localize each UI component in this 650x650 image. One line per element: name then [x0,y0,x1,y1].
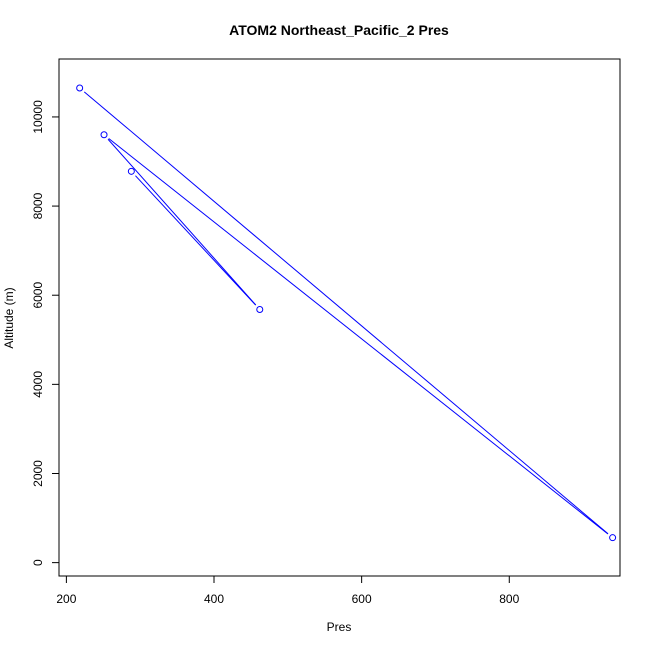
series-segment [83,91,609,535]
data-point [76,84,84,92]
series-segment [108,138,609,535]
data-point [256,305,264,313]
x-axis: 200 400 600 800 [56,575,520,606]
x-tick-label: 400 [204,592,224,606]
y-tick-label: 4000 [31,371,45,398]
y-tick-label: 2000 [31,460,45,487]
x-tick-label: 600 [352,592,372,606]
y-axis: 0 2000 4000 6000 8000 10000 [31,100,60,566]
data-point [100,131,108,139]
y-tick-label: 0 [31,559,45,566]
data-point [127,167,135,175]
data-point [609,534,617,542]
chart-title: ATOM2 Northeast_Pacific_2 Pres [229,22,449,38]
x-axis-label: Pres [327,620,352,634]
x-tick-label: 200 [56,592,76,606]
plot-frame [58,58,621,577]
y-tick-label: 10000 [31,100,45,134]
series-segment [135,175,257,306]
x-tick-label: 800 [499,592,519,606]
y-tick-label: 6000 [31,282,45,309]
series-segment [107,138,257,306]
y-axis-label: Altitude (m) [2,287,16,348]
y-tick-label: 8000 [31,192,45,219]
series-layer [76,84,617,542]
